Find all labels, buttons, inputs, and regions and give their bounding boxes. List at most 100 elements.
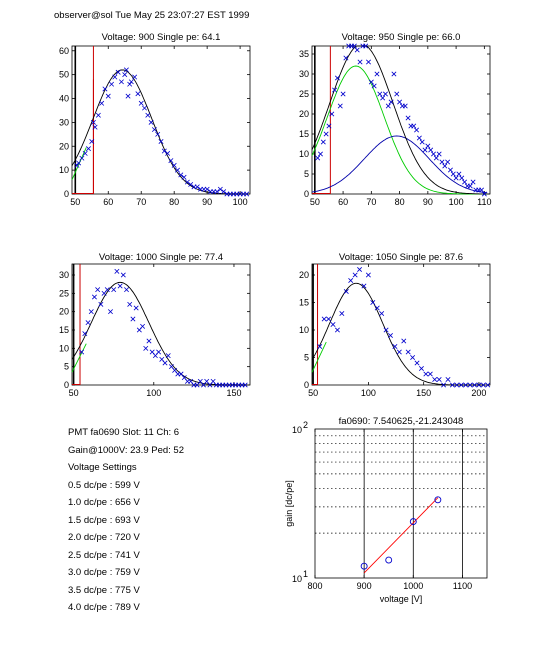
y-tick-label: 0 <box>64 189 69 199</box>
y-tick-label: 10 <box>299 325 309 335</box>
plot-frame <box>311 263 491 386</box>
data-point <box>105 93 111 99</box>
data-point <box>82 331 88 337</box>
data-point <box>370 300 376 305</box>
data-point <box>485 382 491 388</box>
data-point <box>165 150 171 156</box>
data-point <box>90 119 96 125</box>
total-fit-curve <box>71 281 247 386</box>
data-point <box>357 267 363 272</box>
voltage-setting: 1.5 dc/pe : 693 V <box>68 514 140 526</box>
data-point <box>155 131 161 137</box>
data-point <box>388 333 393 338</box>
data-point <box>470 179 476 185</box>
data-point <box>317 344 323 349</box>
data-point <box>361 283 367 289</box>
y-tick-label: 40 <box>59 94 69 104</box>
y-tick-label: 0 <box>304 189 309 199</box>
data-point <box>99 100 105 106</box>
x-tick-label: 50 <box>69 388 79 398</box>
panel-4-title: Voltage: 1050 Single pe: 87.6 <box>338 252 464 263</box>
data-point <box>214 189 220 195</box>
y-tick-label: 20 <box>299 270 309 280</box>
y-tick-label: 10 <box>59 165 69 175</box>
data-point <box>82 150 88 156</box>
y-tick-label: 10 <box>59 343 69 353</box>
y-tick-label: 20 <box>59 141 69 151</box>
data-point <box>354 47 360 53</box>
x-tick-label: 800 <box>307 581 322 591</box>
data-point <box>332 87 338 93</box>
data-point <box>334 75 340 81</box>
x-tick-label: 70 <box>366 197 376 207</box>
y-tick-label: 5 <box>304 353 309 363</box>
data-point <box>366 59 371 65</box>
second-pe-fit-curve <box>311 135 488 194</box>
data-point <box>165 353 171 359</box>
data-point <box>405 115 411 121</box>
data-point <box>181 174 187 180</box>
gain-data-point <box>434 496 442 504</box>
data-point <box>127 301 133 307</box>
single-pe-fit-curve <box>311 341 327 373</box>
x-tick-label: 100 <box>449 197 464 207</box>
data-point <box>138 100 144 106</box>
y-tick-label: 20 <box>299 109 309 119</box>
pmt-info-panel: PMT fa0690 Slot: 11 Ch: 6 Gain@1000V: 23… <box>68 424 184 617</box>
gain-data-point <box>360 562 368 570</box>
data-point <box>481 191 487 197</box>
data-point <box>118 79 124 85</box>
data-point <box>410 355 416 360</box>
data-point <box>95 287 101 293</box>
data-point <box>85 146 91 152</box>
data-point <box>467 382 473 388</box>
x-tick-label: 50 <box>70 197 80 207</box>
y-tick-label: 15 <box>59 325 69 335</box>
data-point <box>112 74 118 80</box>
data-point <box>422 147 428 153</box>
data-point <box>462 179 468 185</box>
data-point <box>321 316 327 322</box>
plot-frame <box>71 45 251 195</box>
data-point <box>178 172 184 178</box>
data-point <box>217 186 223 192</box>
data-point <box>377 91 383 97</box>
voltage-setting: 4.0 dc/pe : 789 V <box>68 602 140 613</box>
data-point <box>79 349 85 355</box>
data-point <box>396 349 402 355</box>
data-point <box>127 81 133 87</box>
data-point <box>124 287 130 293</box>
data-point <box>343 55 349 61</box>
x-tick-label: 80 <box>169 197 179 207</box>
x-tick-label: 60 <box>338 197 348 207</box>
x-tick-label: 90 <box>202 197 212 207</box>
voltage-setting: 3.5 dc/pe : 775 V <box>68 584 140 596</box>
data-point <box>343 289 349 294</box>
data-point <box>480 382 486 388</box>
data-point <box>109 81 115 87</box>
data-point <box>123 67 129 73</box>
data-point <box>414 127 420 133</box>
data-point <box>88 309 94 315</box>
data-point <box>161 148 167 154</box>
data-point <box>329 111 335 117</box>
data-point <box>74 162 80 168</box>
data-point <box>92 124 98 130</box>
data-point <box>436 377 442 382</box>
chart-panel-3: 50 100 150 0 5 10 15 20 25 30 <box>59 263 251 398</box>
y-tick-label: 25 <box>59 288 69 298</box>
data-point <box>351 43 357 49</box>
data-point <box>320 139 326 145</box>
pmt-line: PMT fa0690 Slot: 11 Ch: 6 <box>68 427 180 438</box>
data-point <box>411 123 417 129</box>
panel-1-title: Voltage: 900 Single pe: 64.1 <box>101 32 221 43</box>
voltage-setting: 2.5 dc/pe : 741 V <box>68 549 140 561</box>
data-point <box>204 186 210 192</box>
data-point <box>174 167 180 173</box>
data-point <box>133 305 139 311</box>
x-tick-label: 100 <box>361 388 376 398</box>
voltage-setting: 1.0 dc/pe : 656 V <box>68 497 140 508</box>
voltage-setting: 0.5 dc/pe : 599 V <box>68 479 140 491</box>
x-tick-label: 100 <box>146 388 161 398</box>
single-pe-fit-curve <box>71 343 87 373</box>
